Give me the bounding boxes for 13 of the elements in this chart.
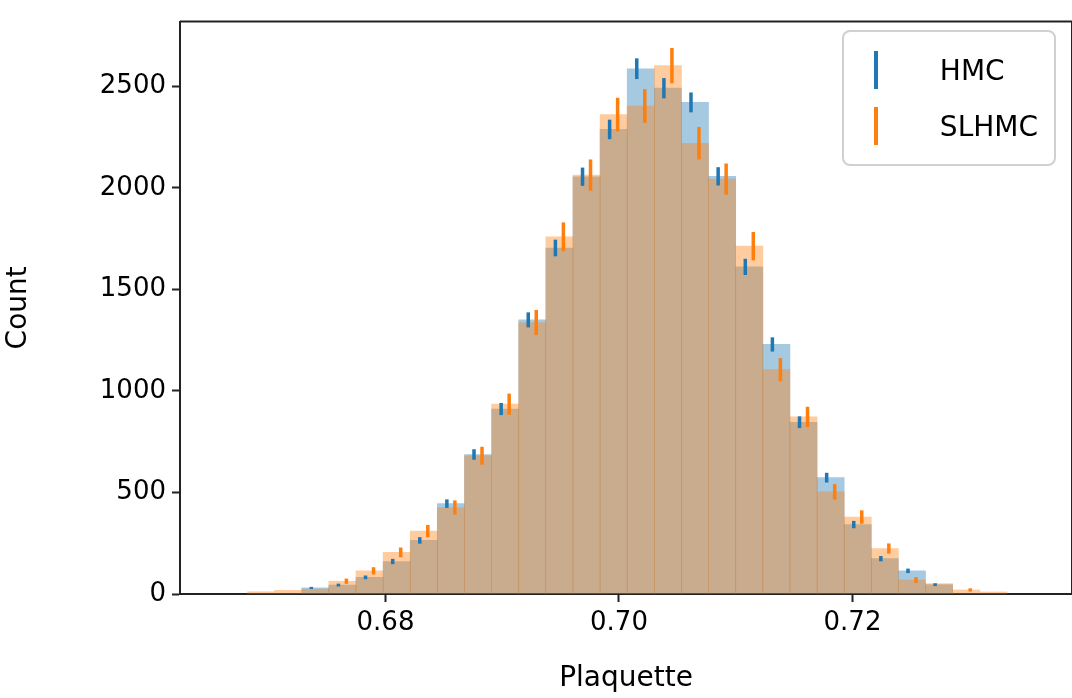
x-tick-label: 0.72: [823, 606, 882, 637]
y-tick-label: 2500: [99, 69, 166, 100]
legend-label: HMC: [939, 53, 1005, 87]
y-tick-label: 0: [149, 576, 166, 607]
y-tick-label: 2000: [99, 170, 166, 201]
y-tick-label: 1000: [99, 373, 166, 404]
x-axis-title: Plaquette: [559, 660, 693, 694]
y-tick-label: 500: [116, 475, 166, 506]
y-axis-title: Count: [0, 266, 34, 350]
x-tick-label: 0.70: [590, 606, 648, 637]
legend-label: SLHMC: [939, 109, 1038, 143]
x-tick-label: 0.68: [356, 606, 415, 637]
y-tick-label: 1500: [99, 272, 166, 303]
